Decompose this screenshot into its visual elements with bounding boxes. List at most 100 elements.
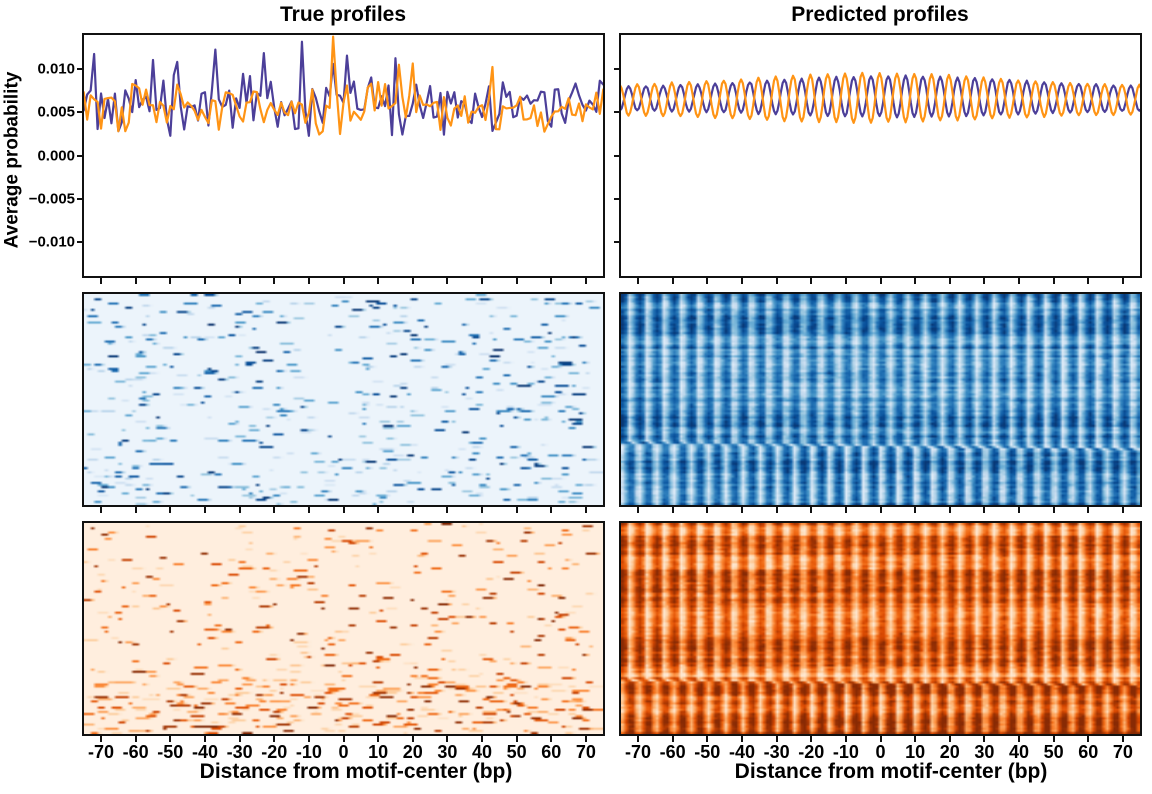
x-tick [550, 278, 553, 284]
x-tick [637, 507, 640, 513]
x-tick [515, 736, 518, 742]
x-tick [879, 278, 882, 284]
x-tick [706, 736, 709, 742]
x-tick-label: 10 [368, 742, 389, 762]
x-tick [307, 507, 310, 513]
x-tick [844, 736, 847, 742]
x-tick [203, 507, 206, 513]
panel-true-heatmap-orange [82, 521, 605, 736]
x-tick-label: 0 [875, 742, 886, 762]
y-tick [614, 197, 619, 200]
x-tick [100, 507, 103, 513]
x-tick-label: 10 [905, 742, 926, 762]
x-tick [273, 278, 276, 284]
x-tick-label: 20 [939, 742, 960, 762]
x-tick [342, 507, 345, 513]
y-tick [77, 197, 82, 200]
x-axis-label-right: Distance from motif-center (bp) [734, 760, 1048, 783]
x-tick [948, 507, 951, 513]
x-tick-label: 70 [575, 742, 596, 762]
x-tick [879, 507, 882, 513]
panel-true-profiles [82, 33, 605, 278]
x-tick [983, 736, 986, 742]
predicted-profiles-line-chart [621, 35, 1140, 276]
x-tick [740, 278, 743, 284]
x-tick [914, 736, 917, 742]
panel-predicted-profiles [619, 33, 1142, 278]
x-tick [983, 507, 986, 513]
y-tick-label: 0.000 [37, 147, 75, 164]
x-tick-label: 60 [1078, 742, 1099, 762]
x-tick [134, 736, 137, 742]
x-tick [100, 736, 103, 742]
x-tick [169, 736, 172, 742]
x-tick [1121, 736, 1124, 742]
x-tick [983, 278, 986, 284]
x-tick [879, 736, 882, 742]
x-tick [307, 736, 310, 742]
x-tick [446, 736, 449, 742]
x-tick-label: -60 [659, 742, 686, 762]
x-tick [740, 507, 743, 513]
x-tick [706, 278, 709, 284]
y-tick-label: −0.005 [28, 190, 75, 208]
x-tick [1018, 507, 1021, 513]
x-tick [1052, 507, 1055, 513]
panel-true-heatmap-blue [82, 292, 605, 507]
x-tick [411, 736, 414, 742]
x-tick [1018, 736, 1021, 742]
x-tick [238, 278, 241, 284]
x-tick-label: -60 [122, 742, 149, 762]
x-tick [134, 278, 137, 284]
x-tick [948, 278, 951, 284]
x-tick [584, 507, 587, 513]
x-tick-label: -10 [832, 742, 859, 762]
x-tick [377, 736, 380, 742]
x-tick [481, 278, 484, 284]
x-tick [844, 507, 847, 513]
x-tick [584, 736, 587, 742]
x-tick [914, 278, 917, 284]
x-tick [273, 507, 276, 513]
x-tick [446, 278, 449, 284]
x-tick-label: -10 [295, 742, 322, 762]
x-tick [134, 507, 137, 513]
x-tick [446, 507, 449, 513]
x-tick [411, 278, 414, 284]
x-tick [169, 507, 172, 513]
x-tick-label: 40 [472, 742, 493, 762]
predicted-heatmap-blue [621, 294, 1140, 505]
x-tick [169, 278, 172, 284]
x-tick-label: -50 [157, 742, 184, 762]
panel-pred-heatmap-orange [619, 521, 1142, 736]
x-tick [914, 507, 917, 513]
x-tick [411, 507, 414, 513]
true-heatmap-blue [84, 294, 603, 505]
y-tick-label: 0.005 [37, 103, 75, 121]
predicted-heatmap-orange [621, 523, 1140, 734]
x-tick-label: -70 [625, 742, 652, 762]
x-tick [637, 278, 640, 284]
x-tick [740, 736, 743, 742]
y-tick [614, 67, 619, 70]
x-tick [810, 736, 813, 742]
x-tick-label: -40 [728, 742, 755, 762]
panel-pred-heatmap-blue [619, 292, 1142, 507]
x-tick-label: 40 [1009, 742, 1030, 762]
x-tick [810, 278, 813, 284]
x-tick-label: 0 [338, 742, 349, 762]
x-tick [342, 278, 345, 284]
x-tick [307, 278, 310, 284]
x-tick-label: -40 [191, 742, 218, 762]
x-tick [377, 278, 380, 284]
x-tick [706, 507, 709, 513]
x-tick [775, 507, 778, 513]
x-tick [550, 507, 553, 513]
x-tick [637, 736, 640, 742]
x-tick [342, 736, 345, 742]
x-tick [1052, 736, 1055, 742]
x-tick [671, 278, 674, 284]
x-tick [1121, 507, 1124, 513]
x-tick [1052, 278, 1055, 284]
